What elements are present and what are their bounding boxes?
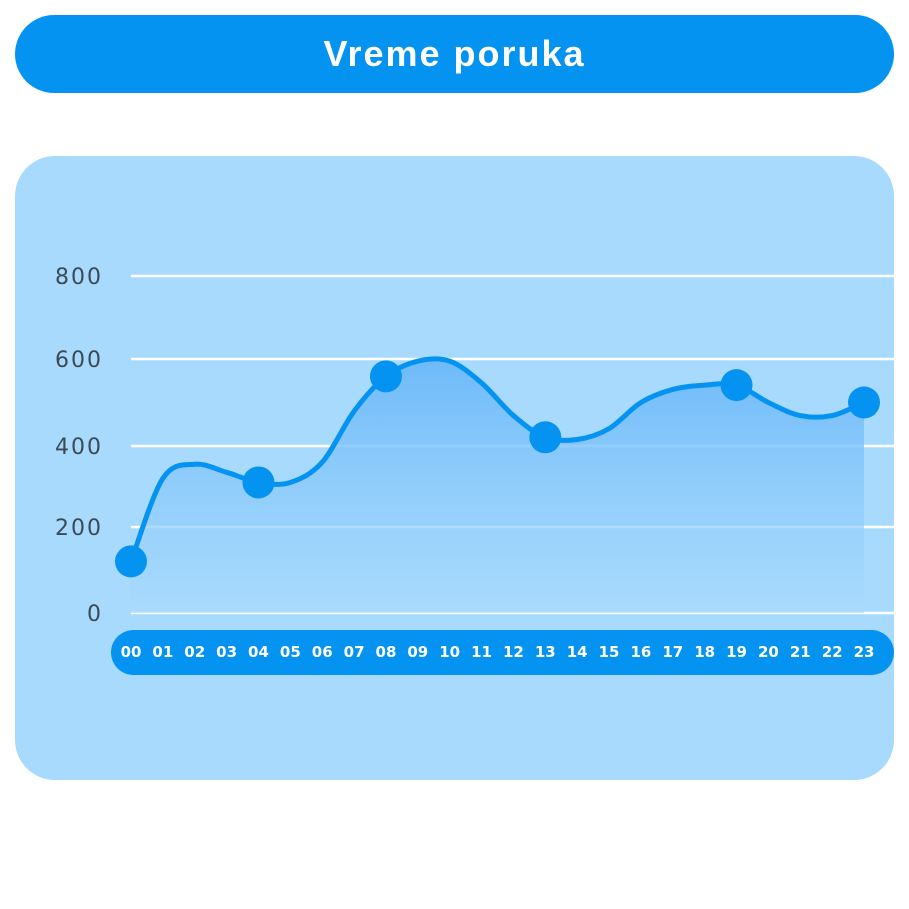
x-tick-label: 01 — [152, 643, 173, 661]
x-tick-label: 22 — [822, 643, 843, 661]
x-tick-label: 08 — [376, 643, 397, 661]
x-tick-label: 07 — [344, 643, 365, 661]
x-tick-label: 05 — [280, 643, 301, 661]
x-tick-label: 02 — [184, 643, 205, 661]
data-point-marker — [115, 545, 147, 578]
data-point-marker — [720, 369, 753, 402]
x-tick-label: 14 — [567, 643, 588, 661]
y-tick-label: 400 — [55, 435, 103, 460]
x-tick-label: 03 — [216, 643, 237, 661]
chart-title: Vreme poruka — [323, 33, 586, 74]
line-chart: 800 600 400 200 0 00 01 02 03 04 05 06 07 08 09 10 11 12… — [55, 265, 894, 675]
data-point-marker — [848, 386, 880, 419]
x-tick-label: 17 — [662, 643, 683, 661]
x-tick-label: 20 — [758, 643, 779, 661]
series-area — [131, 358, 864, 613]
y-tick-label: 800 — [55, 265, 103, 290]
x-axis-bar — [111, 630, 894, 675]
x-tick-label: 18 — [694, 643, 715, 661]
y-tick-label: 200 — [55, 516, 103, 541]
data-point-marker — [529, 421, 562, 454]
chart-panel: 800 600 400 200 0 00 01 02 03 04 05 06 07 08 09 10 11 12… — [15, 156, 894, 780]
x-tick-label: 19 — [726, 643, 747, 661]
data-point-marker — [369, 360, 402, 393]
x-tick-label: 12 — [503, 643, 524, 661]
y-tick-label: 0 — [87, 602, 103, 627]
x-tick-label: 10 — [439, 643, 460, 661]
x-tick-label: 06 — [312, 643, 333, 661]
x-tick-label: 04 — [248, 643, 269, 661]
data-point-marker — [242, 466, 275, 499]
x-tick-label: 16 — [630, 643, 651, 661]
x-tick-label: 15 — [599, 643, 620, 661]
x-tick-label: 13 — [535, 643, 556, 661]
x-tick-label: 09 — [407, 643, 428, 661]
x-tick-label: 11 — [471, 643, 492, 661]
x-tick-label: 21 — [790, 643, 811, 661]
x-tick-label: 00 — [121, 643, 142, 661]
x-tick-label: 23 — [854, 643, 875, 661]
y-tick-label: 600 — [55, 348, 103, 373]
chart-title-banner: Vreme poruka — [15, 15, 894, 93]
